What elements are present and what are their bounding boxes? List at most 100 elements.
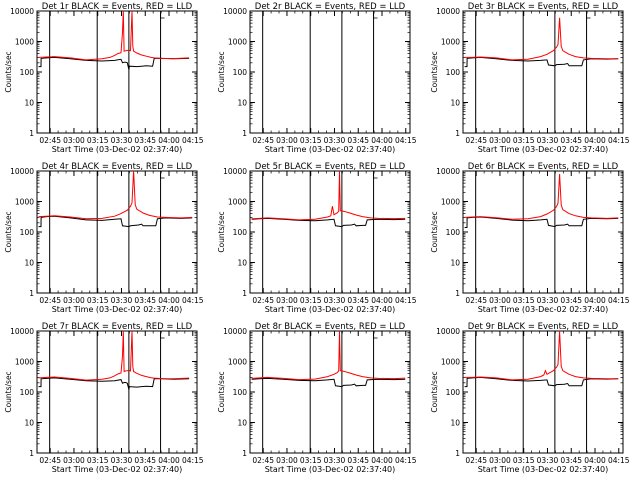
x-tick-label: 04:15 [182,456,204,465]
panel-title: Det 8r BLACK = Events, RED = LLD [255,322,406,332]
y-tick-label: 100 [233,228,248,237]
x-tick-label: 04:00 [371,456,393,465]
x-axis-label: Start Time (03-Dec-02 02:37:40) [478,465,609,474]
y-tick-label: 1000 [228,358,247,367]
x-axis-label: Start Time (03-Dec-02 02:37:40) [52,145,183,154]
y-tick-label: 100 [20,388,35,397]
segment-bracket [160,333,165,339]
detector-panel: Det 2r BLACK = Events, RED = LLD 1 10 100 10… [217,2,417,154]
x-tick-label: 04:15 [608,456,630,465]
y-tick-label: 1000 [441,198,460,207]
x-tick-label: 04:15 [608,136,630,145]
events-series-line [38,377,190,390]
events-series-line [251,217,406,228]
x-tick-label: 03:30 [537,456,559,465]
x-tick-label: 03:30 [324,456,346,465]
x-axis-label: Start Time (03-Dec-02 02:37:40) [478,305,609,314]
y-tick-label: 100 [446,68,461,77]
y-axis-label: Counts/sec [217,371,226,412]
x-tick-label: 02:45 [465,456,487,465]
x-tick-label: 03:45 [134,296,156,305]
x-tick-label: 02:45 [39,136,61,145]
x-tick-label: 04:15 [395,456,417,465]
x-tick-label: 03:45 [347,136,369,145]
y-tick-label: 1000 [15,358,34,367]
y-tick-label: 10000 [223,167,247,176]
y-tick-label: 1 [29,289,34,298]
y-tick-label: 100 [446,228,461,237]
x-axis-label: Start Time (03-Dec-02 02:37:40) [478,145,609,154]
x-tick-label: 02:45 [465,296,487,305]
segment-bracket [160,173,165,179]
y-tick-label: 100 [20,68,35,77]
x-tick-label: 03:30 [111,136,133,145]
lld-series-line [464,17,619,61]
panel-title: Det 5r BLACK = Events, RED = LLD [255,162,406,172]
lld-series-line [251,170,406,221]
y-tick-label: 10000 [10,167,34,176]
y-tick-label: 10000 [436,7,460,16]
x-tick-label: 03:30 [537,296,559,305]
x-tick-label: 03:45 [560,136,582,145]
plot-frame [462,10,624,134]
lld-series-line [38,170,193,220]
y-tick-label: 1000 [15,198,34,207]
x-tick-label: 03:00 [276,296,298,305]
lld-series-line [38,10,190,61]
x-tick-label: 03:00 [489,296,511,305]
y-tick-label: 10000 [223,7,247,16]
x-tick-label: 02:45 [465,136,487,145]
segment-bracket [373,173,378,179]
y-axis-label: Counts/sec [430,211,439,252]
x-axis-label: Start Time (03-Dec-02 02:37:40) [52,465,183,474]
x-tick-label: 03:15 [300,456,322,465]
y-tick-label: 1 [455,449,460,458]
detector-panel: Det 4r BLACK = Events, RED = LLD 1 10 100 10… [4,162,204,314]
panel-title: Det 2r BLACK = Events, RED = LLD [255,2,406,12]
x-axis-label: Start Time (03-Dec-02 02:37:40) [265,145,396,154]
plot-frame [36,330,198,454]
x-tick-label: 03:15 [87,456,109,465]
x-tick-label: 03:45 [347,296,369,305]
x-tick-label: 04:15 [608,296,630,305]
detector-panel: Det 7r BLACK = Events, RED = LLD 1 10 100 10… [4,322,204,474]
x-tick-label: 03:30 [111,296,133,305]
x-tick-label: 04:00 [158,456,180,465]
x-tick-label: 03:00 [489,136,511,145]
y-tick-label: 100 [233,388,248,397]
y-tick-label: 10 [237,99,247,108]
x-tick-label: 03:45 [347,456,369,465]
y-tick-label: 1 [242,129,247,138]
y-tick-label: 1 [455,129,460,138]
y-axis-label: Counts/sec [217,211,226,252]
lld-series-line [38,330,190,381]
lld-series-line [464,173,619,220]
x-tick-label: 04:00 [371,296,393,305]
x-tick-label: 03:00 [63,296,85,305]
x-tick-label: 02:45 [252,456,274,465]
x-tick-label: 03:00 [63,136,85,145]
y-tick-label: 10 [450,99,460,108]
panel-title: Det 6r BLACK = Events, RED = LLD [468,162,619,172]
y-tick-label: 100 [233,68,248,77]
y-tick-label: 10000 [436,327,460,336]
y-tick-label: 10 [24,259,34,268]
y-tick-label: 10 [450,419,460,428]
x-tick-label: 03:15 [87,296,109,305]
y-axis-label: Counts/sec [217,51,226,92]
x-tick-label: 03:15 [300,136,322,145]
detector-panel: Det 9r BLACK = Events, RED = LLD 1 10 100 10… [430,322,630,474]
plot-frame [249,10,411,134]
x-tick-label: 04:00 [158,136,180,145]
y-axis-label: Counts/sec [4,211,13,252]
x-tick-label: 04:00 [584,296,606,305]
x-tick-label: 03:15 [300,296,322,305]
y-tick-label: 1 [242,289,247,298]
x-tick-label: 03:00 [276,136,298,145]
y-tick-label: 10000 [10,327,34,336]
segment-bracket [160,13,165,19]
plot-frame [462,170,624,294]
y-tick-label: 1000 [15,38,34,47]
y-tick-label: 10 [24,419,34,428]
